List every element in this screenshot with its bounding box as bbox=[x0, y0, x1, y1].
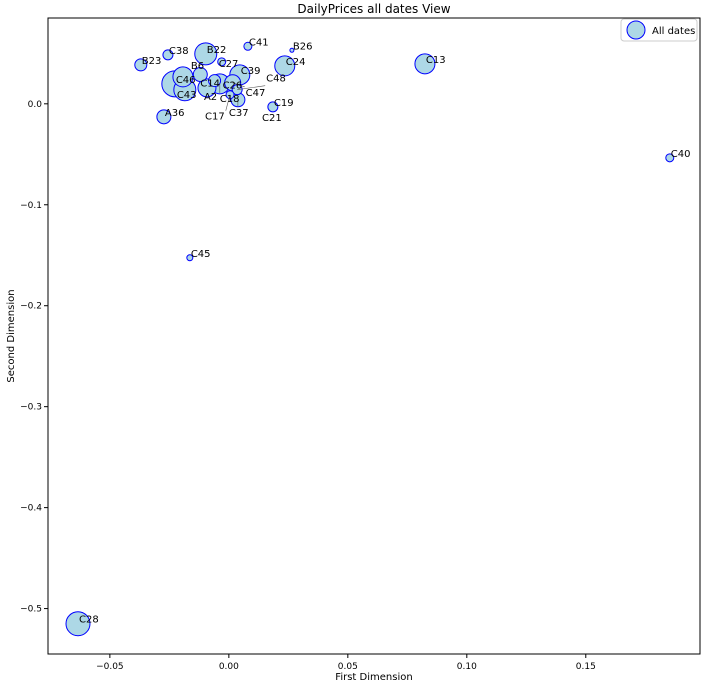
y-tick-label: 0.0 bbox=[28, 100, 43, 110]
point-labels-layer: C38 B23 B22 C41 B26 C27 C24 C13 C39 C19 C21 A36 C40 C… bbox=[79, 37, 691, 625]
point-label: C43 bbox=[177, 90, 197, 101]
data-point bbox=[156, 109, 172, 125]
point-label: B22 bbox=[207, 45, 227, 56]
x-tick-label: 0.10 bbox=[457, 662, 477, 672]
point-label: C17 bbox=[205, 112, 225, 123]
data-point bbox=[162, 49, 174, 61]
data-point bbox=[172, 66, 194, 88]
point-label: A36 bbox=[165, 108, 185, 119]
point-label: C19 bbox=[274, 98, 294, 109]
data-point bbox=[134, 58, 148, 72]
x-axis: −0.05 0.00 0.05 0.10 0.15 bbox=[96, 654, 596, 672]
data-point bbox=[665, 153, 675, 163]
point-label: C24 bbox=[286, 57, 306, 68]
point-label: C26 bbox=[223, 81, 243, 92]
label-leader-line bbox=[232, 82, 245, 88]
y-tick-label: −0.3 bbox=[20, 403, 42, 413]
data-point bbox=[217, 57, 227, 67]
point-label: C40 bbox=[671, 149, 691, 160]
point-label: C46 bbox=[176, 75, 196, 86]
point-label: C48 bbox=[266, 74, 286, 85]
x-tick-label: 0.05 bbox=[338, 662, 358, 672]
data-point bbox=[208, 74, 222, 88]
y-tick-label: −0.4 bbox=[20, 504, 42, 514]
legend-marker bbox=[626, 20, 646, 40]
point-label: C13 bbox=[426, 55, 446, 66]
point-label: C47 bbox=[246, 88, 266, 99]
label-leader-line bbox=[225, 94, 231, 111]
point-label: C38 bbox=[169, 46, 189, 57]
point-label: B26 bbox=[293, 41, 313, 52]
data-point bbox=[243, 41, 253, 51]
y-tick-label: −0.2 bbox=[20, 302, 42, 312]
point-label: B23 bbox=[142, 56, 162, 67]
point-label: C45 bbox=[191, 249, 211, 260]
data-point bbox=[192, 67, 208, 83]
data-point bbox=[65, 611, 91, 637]
y-axis-label: Second Dimension bbox=[6, 289, 17, 382]
point-label: C41 bbox=[249, 37, 269, 48]
label-leader-line bbox=[237, 85, 266, 90]
legend-label: All dates bbox=[652, 26, 695, 37]
point-label: C14 bbox=[200, 79, 220, 90]
x-tick-label: −0.05 bbox=[96, 662, 124, 672]
x-tick-label: 0.15 bbox=[576, 662, 596, 672]
point-label: B6 bbox=[191, 61, 204, 72]
data-point bbox=[194, 42, 218, 66]
chart-title: DailyPrices all dates View bbox=[297, 2, 450, 16]
x-axis-label: First Dimension bbox=[335, 672, 412, 683]
point-label: C21 bbox=[262, 113, 282, 124]
points-layer bbox=[65, 41, 675, 637]
point-label: C18 bbox=[220, 94, 240, 105]
plot-frame bbox=[47, 17, 701, 655]
label-leader-lines bbox=[219, 82, 266, 111]
point-label: C27 bbox=[219, 59, 239, 70]
data-point bbox=[267, 101, 279, 113]
point-label: A2 bbox=[204, 92, 217, 103]
data-point bbox=[274, 55, 296, 77]
point-label: C28 bbox=[79, 615, 99, 626]
data-point bbox=[186, 254, 194, 262]
y-tick-label: −0.1 bbox=[20, 201, 42, 211]
y-axis: 0.0 −0.1 −0.2 −0.3 −0.4 −0.5 bbox=[20, 100, 48, 615]
y-tick-label: −0.5 bbox=[20, 605, 42, 615]
point-label: C37 bbox=[229, 108, 249, 119]
x-tick-label: 0.00 bbox=[219, 662, 239, 672]
legend: All dates bbox=[620, 18, 698, 42]
data-point bbox=[289, 47, 295, 53]
data-point bbox=[414, 53, 436, 75]
point-label: C39 bbox=[241, 66, 261, 77]
